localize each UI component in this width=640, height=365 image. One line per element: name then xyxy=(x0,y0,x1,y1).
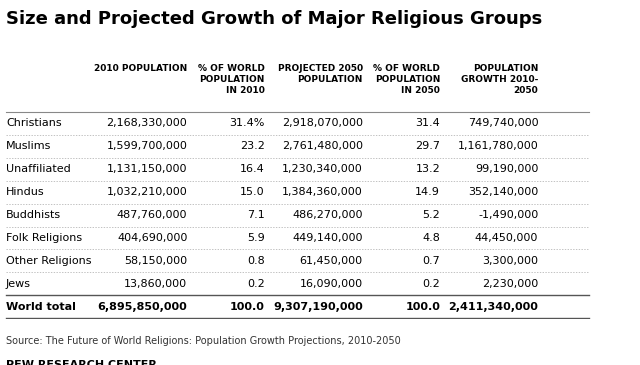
Text: 1,131,150,000: 1,131,150,000 xyxy=(107,164,188,174)
Text: POPULATION
GROWTH 2010-
2050: POPULATION GROWTH 2010- 2050 xyxy=(461,64,538,95)
Text: 2,411,340,000: 2,411,340,000 xyxy=(449,302,538,312)
Text: Other Religions: Other Religions xyxy=(6,256,92,266)
Text: Buddhists: Buddhists xyxy=(6,210,61,220)
Text: 16,090,000: 16,090,000 xyxy=(300,279,363,289)
Text: 486,270,000: 486,270,000 xyxy=(292,210,363,220)
Text: 2,168,330,000: 2,168,330,000 xyxy=(107,118,188,128)
Text: 6,895,850,000: 6,895,850,000 xyxy=(98,302,188,312)
Text: World total: World total xyxy=(6,302,76,312)
Text: 749,740,000: 749,740,000 xyxy=(468,118,538,128)
Text: Muslims: Muslims xyxy=(6,141,51,151)
Text: 15.0: 15.0 xyxy=(240,187,265,197)
Text: 100.0: 100.0 xyxy=(405,302,440,312)
Text: 3,300,000: 3,300,000 xyxy=(483,256,538,266)
Text: 1,230,340,000: 1,230,340,000 xyxy=(282,164,363,174)
Text: Hindus: Hindus xyxy=(6,187,45,197)
Text: 13.2: 13.2 xyxy=(415,164,440,174)
Text: 13,860,000: 13,860,000 xyxy=(124,279,188,289)
Text: 2,761,480,000: 2,761,480,000 xyxy=(282,141,363,151)
Text: Source: The Future of World Religions: Population Growth Projections, 2010-2050: Source: The Future of World Religions: P… xyxy=(6,336,401,346)
Text: 1,032,210,000: 1,032,210,000 xyxy=(107,187,188,197)
Text: 352,140,000: 352,140,000 xyxy=(468,187,538,197)
Text: 16.4: 16.4 xyxy=(240,164,265,174)
Text: 29.7: 29.7 xyxy=(415,141,440,151)
Text: 1,599,700,000: 1,599,700,000 xyxy=(106,141,188,151)
Text: 31.4%: 31.4% xyxy=(229,118,265,128)
Text: 44,450,000: 44,450,000 xyxy=(475,233,538,243)
Text: PROJECTED 2050
POPULATION: PROJECTED 2050 POPULATION xyxy=(278,64,363,84)
Text: % OF WORLD
POPULATION
IN 2010: % OF WORLD POPULATION IN 2010 xyxy=(198,64,265,95)
Text: 23.2: 23.2 xyxy=(240,141,265,151)
Text: Folk Religions: Folk Religions xyxy=(6,233,82,243)
Text: 14.9: 14.9 xyxy=(415,187,440,197)
Text: 99,190,000: 99,190,000 xyxy=(475,164,538,174)
Text: 404,690,000: 404,690,000 xyxy=(117,233,188,243)
Text: 2,918,070,000: 2,918,070,000 xyxy=(282,118,363,128)
Text: 0.2: 0.2 xyxy=(247,279,265,289)
Text: 2,230,000: 2,230,000 xyxy=(482,279,538,289)
Text: 1,161,780,000: 1,161,780,000 xyxy=(458,141,538,151)
Text: 100.0: 100.0 xyxy=(230,302,265,312)
Text: Jews: Jews xyxy=(6,279,31,289)
Text: Size and Projected Growth of Major Religious Groups: Size and Projected Growth of Major Relig… xyxy=(6,9,542,28)
Text: 0.2: 0.2 xyxy=(422,279,440,289)
Text: 9,307,190,000: 9,307,190,000 xyxy=(273,302,363,312)
Text: 0.8: 0.8 xyxy=(247,256,265,266)
Text: 61,450,000: 61,450,000 xyxy=(300,256,363,266)
Text: Unaffiliated: Unaffiliated xyxy=(6,164,70,174)
Text: -1,490,000: -1,490,000 xyxy=(478,210,538,220)
Text: % OF WORLD
POPULATION
IN 2050: % OF WORLD POPULATION IN 2050 xyxy=(373,64,440,95)
Text: 0.7: 0.7 xyxy=(422,256,440,266)
Text: PEW RESEARCH CENTER: PEW RESEARCH CENTER xyxy=(6,360,157,365)
Text: 58,150,000: 58,150,000 xyxy=(124,256,188,266)
Text: 1,384,360,000: 1,384,360,000 xyxy=(282,187,363,197)
Text: 31.4: 31.4 xyxy=(415,118,440,128)
Text: 487,760,000: 487,760,000 xyxy=(117,210,188,220)
Text: Christians: Christians xyxy=(6,118,61,128)
Text: 7.1: 7.1 xyxy=(247,210,265,220)
Text: 449,140,000: 449,140,000 xyxy=(292,233,363,243)
Text: 5.9: 5.9 xyxy=(247,233,265,243)
Text: 4.8: 4.8 xyxy=(422,233,440,243)
Text: 5.2: 5.2 xyxy=(422,210,440,220)
Text: 2010 POPULATION: 2010 POPULATION xyxy=(94,64,188,73)
